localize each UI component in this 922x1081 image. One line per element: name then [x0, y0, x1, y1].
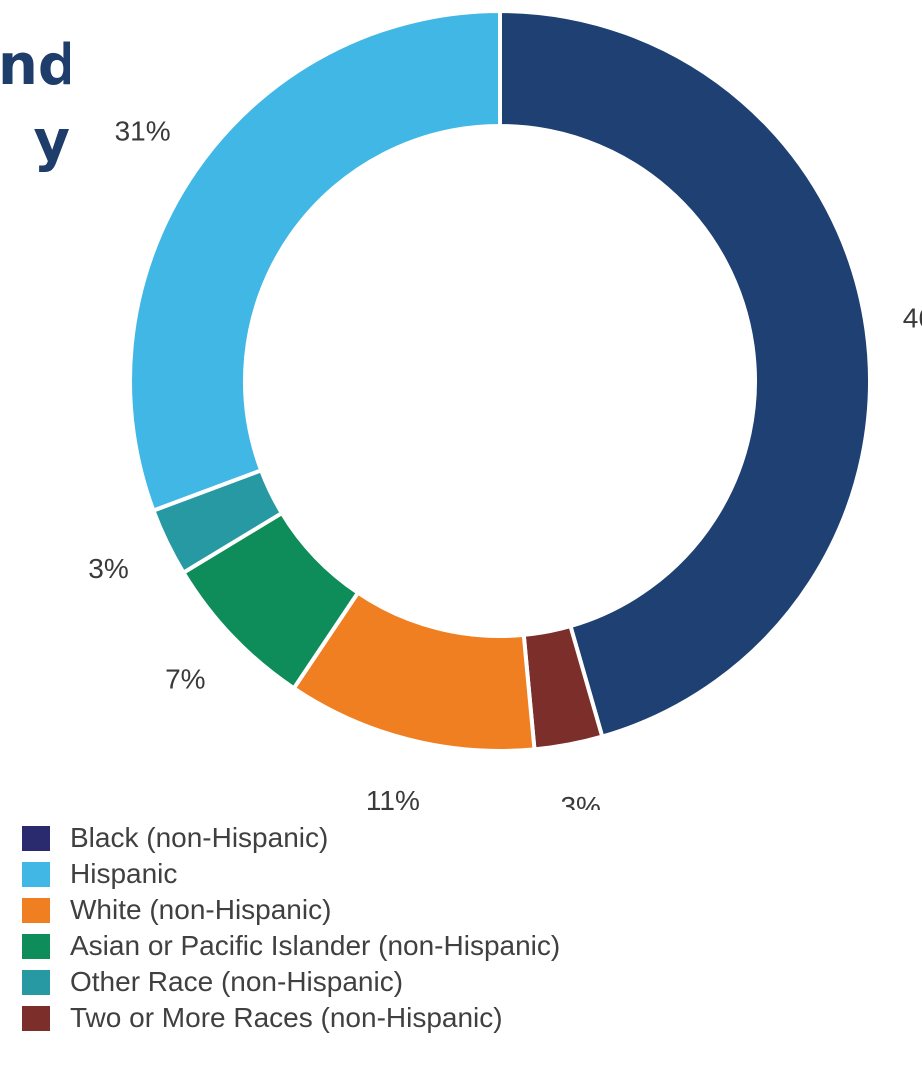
donut-slice: [128, 8, 502, 514]
page-title-fragment: nd y: [0, 28, 70, 180]
legend-item: Hispanic: [22, 856, 560, 892]
legend-swatch: [22, 825, 50, 851]
slice-percent-label: 11%: [366, 785, 420, 810]
legend-item: Black (non-Hispanic): [22, 820, 560, 856]
legend-swatch: [22, 933, 50, 959]
legend-swatch: [22, 1005, 50, 1031]
legend-swatch: [22, 861, 50, 887]
legend-item: White (non-Hispanic): [22, 892, 560, 928]
slice-percent-label: 46%: [903, 303, 922, 334]
legend-label: Asian or Pacific Islander (non-Hispanic): [70, 930, 561, 961]
legend-swatch: [22, 897, 50, 923]
slice-percent-label: 31%: [115, 115, 171, 146]
slice-labels: 46% 3% 11% 7% 3% 31%: [88, 115, 922, 810]
slice-percent-label: 3%: [560, 791, 600, 810]
legend-label: Two or More Races (non-Hispanic): [70, 1002, 503, 1033]
legend-label: Hispanic: [70, 858, 178, 889]
slice-percent-label: 3%: [88, 553, 128, 584]
legend-label: Black (non-Hispanic): [70, 822, 329, 853]
donut-slices: [128, 8, 872, 753]
legend-item: Two or More Races (non-Hispanic): [22, 1000, 560, 1036]
donut-chart: 46% 3% 11% 7% 3% 31%: [88, 8, 922, 810]
legend-swatch: [22, 969, 50, 995]
slice-percent-label: 7%: [165, 664, 205, 695]
legend-label: Other Race (non-Hispanic): [70, 966, 404, 997]
title-line-2: y: [33, 109, 70, 174]
legend-label: White (non-Hispanic): [70, 894, 332, 925]
donut-slice: [498, 8, 872, 740]
chart-legend: Black (non-Hispanic) Hispanic White (non…: [22, 820, 560, 1036]
legend-item: Other Race (non-Hispanic): [22, 964, 560, 1000]
title-line-1: nd: [0, 33, 70, 98]
legend-item: Asian or Pacific Islander (non-Hispanic): [22, 928, 560, 964]
